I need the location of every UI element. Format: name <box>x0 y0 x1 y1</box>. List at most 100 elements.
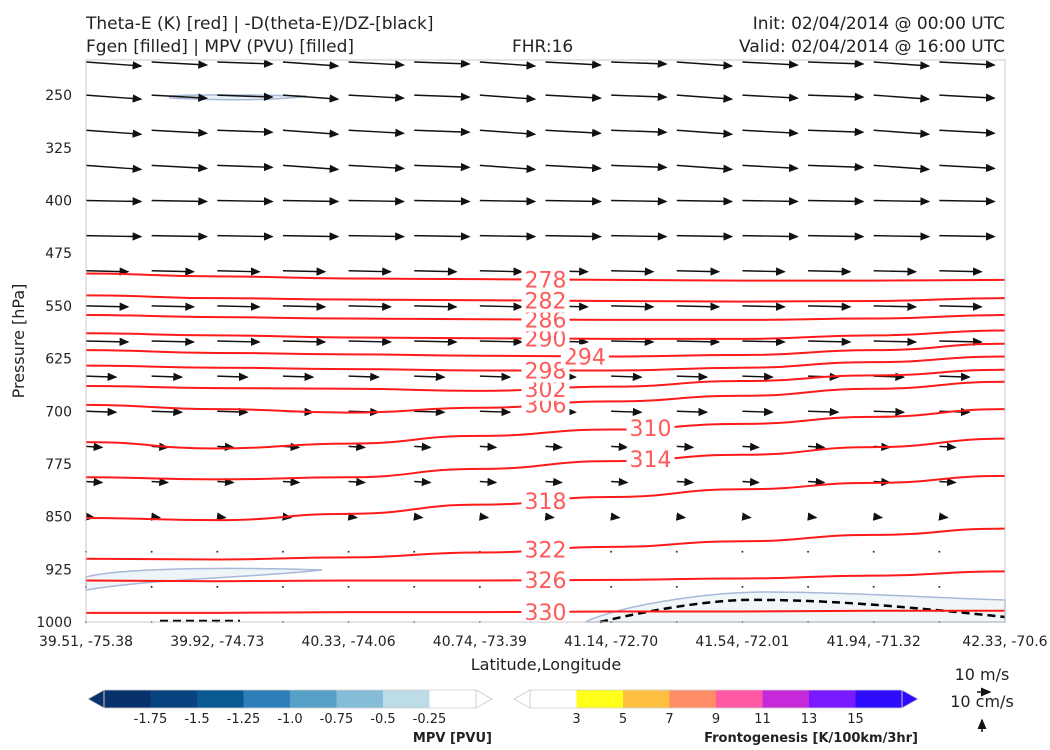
wind-vector <box>676 232 734 241</box>
wind-vector <box>808 197 865 206</box>
wind-vector <box>873 197 931 206</box>
frontogenesis-colorbar: 3 5 7 9 11 13 15 <box>513 689 919 727</box>
wind-vector <box>742 232 799 241</box>
wind-vector <box>414 232 471 241</box>
wind-vector <box>545 93 602 102</box>
wind-vector <box>676 372 709 382</box>
theta-e-contour-label: 278 <box>525 269 567 294</box>
wind-vector <box>479 407 512 417</box>
wind-vector <box>216 512 227 521</box>
chart-title-line-1: Theta-E (K) [red] | -D(theta-E)/DZ-[blac… <box>86 14 434 34</box>
wind-vector <box>939 477 957 487</box>
mpv-colorbar: -1.75 -1.5 -1.25 -1.0 -0.75 -0.5 -0.25 <box>87 689 493 727</box>
wind-vector <box>676 302 721 311</box>
y-tick-label: 550 <box>45 299 72 315</box>
mpv-colorbar-segment <box>104 690 151 708</box>
wind-vector <box>939 302 983 311</box>
wind-vector <box>216 585 219 588</box>
fgen-colorbar-tick: 15 <box>847 712 864 727</box>
wind-vector <box>938 550 941 553</box>
mpv-colorbar-tick: -0.75 <box>320 712 354 727</box>
theta-e-contour-label: 318 <box>525 490 567 515</box>
fgen-colorbar-segment <box>669 690 717 708</box>
wind-vector <box>150 585 153 588</box>
wind-vector <box>545 232 602 241</box>
wind-vector <box>217 59 274 68</box>
wind-vector <box>414 442 432 452</box>
y-tick-label: 250 <box>45 88 72 104</box>
contour-label-bg <box>626 447 675 472</box>
wind-vector <box>742 128 799 137</box>
contour-label-bg <box>521 288 570 313</box>
wind-vector <box>216 550 219 553</box>
wind-vector <box>873 407 906 417</box>
wind-vector <box>808 337 852 346</box>
wind-vector <box>348 232 405 241</box>
wind-vector <box>479 129 537 138</box>
mpv-colorbar-tick: -0.5 <box>370 712 395 727</box>
wind-vector <box>742 60 799 69</box>
wind-vector <box>676 407 709 417</box>
wind-vector <box>808 232 865 241</box>
wind-vector <box>611 407 643 417</box>
wind-vector <box>217 407 249 417</box>
wind-vector <box>414 197 471 206</box>
mpv-colorbar-segment <box>290 690 337 708</box>
wind-vector <box>282 232 340 241</box>
wind-vector <box>85 267 130 276</box>
fgen-colorbar-segment <box>576 690 624 708</box>
wind-vector <box>545 163 602 173</box>
static-stability-contour <box>599 598 1006 624</box>
wind-vector <box>939 163 996 173</box>
y-tick-label: 325 <box>45 141 72 157</box>
wind-vector <box>282 372 315 382</box>
wind-vector <box>611 267 655 276</box>
wind-vector <box>347 512 358 521</box>
wind-vector <box>282 197 340 206</box>
wind-vector <box>151 477 170 487</box>
wind-vector <box>348 267 392 276</box>
wind-vector <box>938 512 949 521</box>
wind-vector <box>611 92 668 102</box>
wind-vector <box>610 512 621 521</box>
wind-vector <box>741 550 744 553</box>
forecast-hour: FHR:16 <box>512 37 574 57</box>
wind-vector <box>85 372 118 382</box>
wind-vector <box>939 267 983 276</box>
wind-vector <box>348 93 405 102</box>
theta-e-contour-label: 294 <box>564 345 606 370</box>
wind-vector <box>873 337 918 346</box>
mpv-colorbar-segment <box>243 690 291 708</box>
wind-key-horizontal-label: 10 m/s <box>955 665 1010 684</box>
y-axis-label: Pressure [hPa] <box>9 284 28 399</box>
mpv-colorbar-tick: -0.25 <box>413 712 447 727</box>
wind-vector <box>611 197 668 206</box>
fgen-colorbar-segment <box>530 690 577 708</box>
wind-vector <box>414 162 471 172</box>
wind-vector <box>872 585 875 588</box>
wind-vector <box>939 372 971 382</box>
wind-vector <box>413 585 416 588</box>
wind-vector <box>939 337 983 346</box>
x-axis-label: Latitude,Longitude <box>471 655 622 674</box>
wind-vector <box>348 372 380 382</box>
wind-vector <box>479 512 490 521</box>
contour-label-bg <box>521 599 570 624</box>
mpv-colorbar-outline <box>103 689 477 709</box>
wind-vector <box>873 232 931 241</box>
wind-vector <box>479 232 537 241</box>
wind-vector <box>282 129 340 138</box>
contour-label-bg <box>521 568 570 593</box>
wind-vector <box>413 550 416 553</box>
y-tick-label: 475 <box>45 246 72 262</box>
wind-vector <box>151 232 209 241</box>
wind-vector <box>545 442 563 452</box>
fgen-colorbar-segment <box>809 690 856 708</box>
wind-vector <box>217 162 274 172</box>
y-tick-label: 625 <box>45 352 72 368</box>
mpv-colorbar-segment <box>197 690 244 708</box>
wind-vector <box>347 585 350 588</box>
x-tick-label: 41.54, -72.01 <box>695 634 789 650</box>
wind-vector <box>676 61 734 70</box>
wind-vector <box>414 477 432 487</box>
